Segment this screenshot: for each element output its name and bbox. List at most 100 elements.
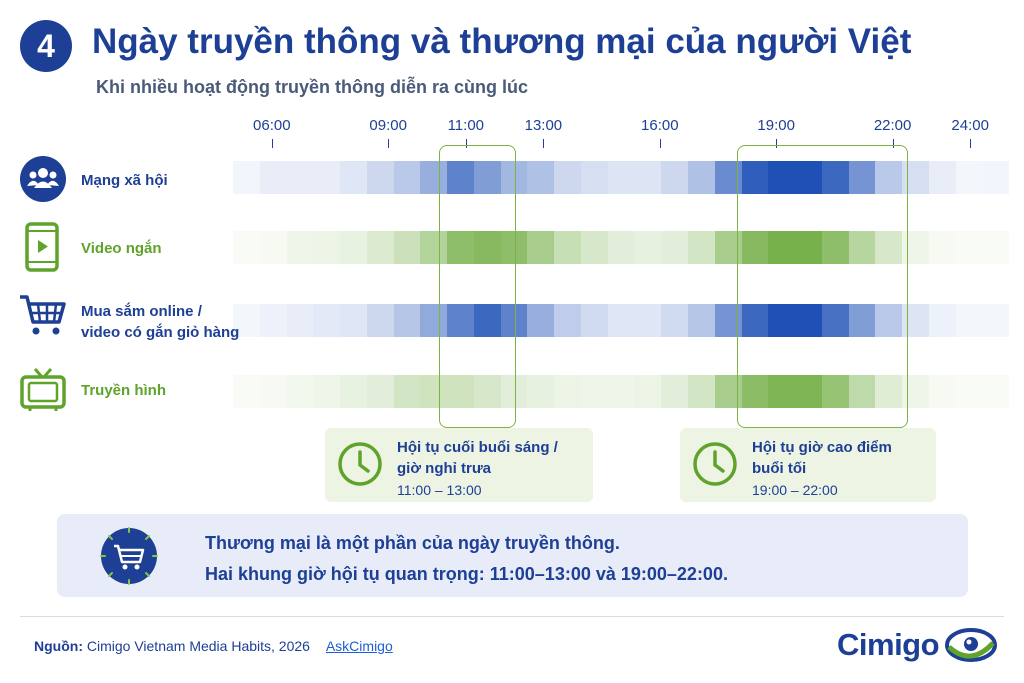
row-label-shopping-line1: Mua sắm online / [81,303,202,320]
time-tick-mark [465,139,467,148]
heatmap-cell [955,161,983,194]
heatmap-cell [259,375,287,408]
heatmap-cell [902,161,929,194]
heatmap-cell [393,304,421,337]
heatmap-cell [634,231,662,264]
heatmap-cell [554,304,581,337]
heatmap-cell [688,231,715,264]
heatmap-cell [821,375,849,408]
time-tick-label: 16:00 [641,117,679,134]
heatmap-band-tv [233,375,1010,408]
heatmap-cell [875,375,903,408]
callout-evening-time: 19:00 – 22:00 [752,482,838,498]
clock-icon [338,442,382,486]
heatmap-cell [473,304,501,337]
heatmap-cell [527,304,555,337]
heatmap-cell [768,304,796,337]
heatmap-cell [875,161,903,194]
shopping-cart-icon [20,295,66,335]
heatmap-cell [340,161,367,194]
heatmap-cell [447,304,474,337]
heatmap-cell [955,304,983,337]
heatmap-cell [233,304,260,337]
askcimigo-link[interactable]: AskCimigo [325,638,393,654]
heatmap-cell [928,231,956,264]
heatmap-cell [500,304,528,337]
heatmap-cell [393,231,421,264]
callout-evening: Hội tụ giờ cao điểm buổi tối 19:00 – 22:… [680,428,936,502]
heatmap-cell [340,375,367,408]
heatmap-cell [661,231,689,264]
heatmap-cell [286,161,314,194]
time-tick-mark [659,139,661,148]
callout-evening-title-line2: buổi tối [752,460,807,477]
heatmap-cell [393,161,421,194]
heatmap-cell [527,231,555,264]
heatmap-cell [795,375,822,408]
page-subtitle: Khi nhiều hoạt động truyền thông diễn ra… [96,77,528,97]
heatmap-cell [902,375,929,408]
callout-evening-title: Hội tụ giờ cao điểm buổi tối [752,437,962,479]
heatmap-cell [554,231,581,264]
heatmap-cell [233,161,260,194]
heatmap-cell [821,304,849,337]
heatmap-cell [848,375,876,408]
heatmap-cell [473,375,501,408]
shopping-cart-icon [100,527,158,585]
heatmap-cell [313,161,341,194]
clock-icon [693,442,737,486]
heatmap-cell [982,304,1010,337]
heatmap-cell [500,375,528,408]
heatmap-cell [366,231,394,264]
heatmap-cell [473,161,501,194]
heatmap-cell [500,231,528,264]
heatmap-cell [580,304,608,337]
heatmap-cell [580,375,608,408]
time-tick-label: 09:00 [369,117,407,134]
heatmap-cell [259,231,287,264]
heatmap-cell [714,304,742,337]
heatmap-cell [366,161,394,194]
heatmap-band-shopping [233,304,1010,337]
eye-logo-icon [945,628,998,662]
heatmap-cell [741,161,769,194]
callout-midday-title-line1: Hội tụ cuối buổi sáng / [397,439,558,456]
heatmap-cell [768,375,796,408]
heatmap-cell [795,304,822,337]
row-label-social: Mạng xã hội [81,172,168,189]
tv-icon [20,368,66,411]
heatmap-cell [420,304,448,337]
time-tick-mark [892,139,894,148]
summary-box: Thương mại là một phần của ngày truyền t… [57,514,968,597]
time-tick-mark [543,139,545,148]
highlight-window-evening [737,145,909,428]
row-label-shopping: Mua sắm online / video có gắn giỏ hàng [81,301,239,343]
summary-line-2: Hai khung giờ hội tụ quan trọng: 11:00–1… [205,564,728,584]
heatmap-cell [473,231,501,264]
heatmap-cell [982,231,1010,264]
page-title: Ngày truyền thông và thương mại của ngườ… [92,22,912,61]
heatmap-cell [795,231,822,264]
heatmap-cell [741,375,769,408]
heatmap-cell [313,375,341,408]
logo-text: Cimigo [837,627,940,662]
heatmap-cell [661,161,689,194]
heatmap-cell [928,375,956,408]
row-label-shopping-line2: video có gắn giỏ hàng [81,324,240,341]
time-tick-mark [271,139,273,148]
heatmap-cell [233,231,260,264]
row-label-tv: Truyền hình [81,382,167,399]
heatmap-cell [420,375,448,408]
heatmap-cell [286,375,314,408]
heatmap-cell [286,231,314,264]
heatmap-cell [259,304,287,337]
heatmap-cell [607,231,635,264]
time-tick-mark [388,139,390,148]
heatmap-cell [420,161,448,194]
heatmap-cell [714,161,742,194]
heatmap-cell [393,375,421,408]
heatmap-cell [607,304,635,337]
heatmap-cell [741,231,769,264]
phone-video-icon [25,222,59,272]
time-tick-label: 22:00 [873,117,912,134]
